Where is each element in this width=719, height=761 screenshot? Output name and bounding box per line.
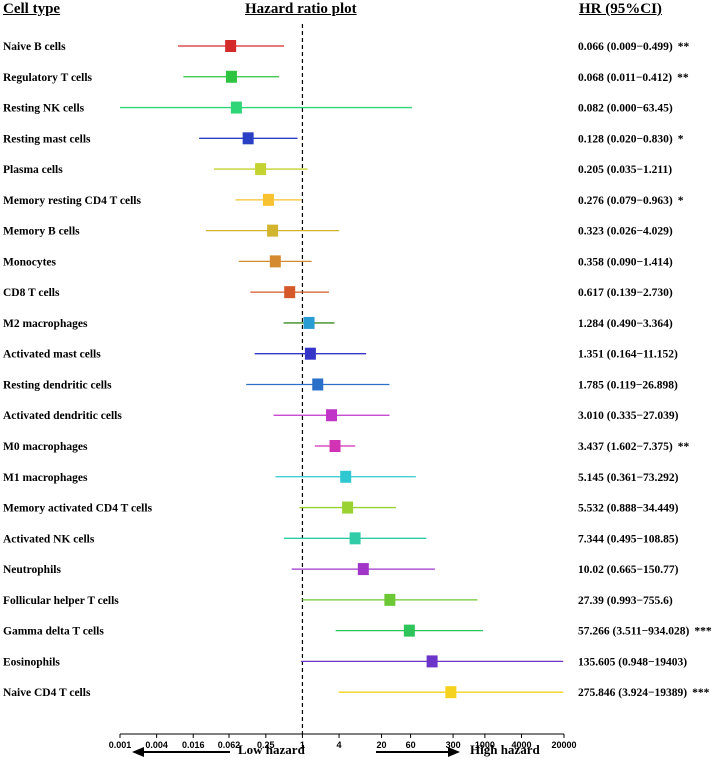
hr-marker — [326, 409, 338, 422]
row-label: Resting dendritic cells — [3, 379, 112, 391]
row-label: Eosinophils — [3, 656, 60, 668]
x-tick-label: 0.062 — [218, 740, 241, 750]
x-tick-label: 4000 — [511, 740, 531, 750]
hr-marker — [329, 440, 341, 453]
x-tick-label: 0.004 — [145, 740, 168, 750]
column-header-hr: HR (95%CI) — [579, 1, 662, 17]
hr-value: 3.437 (1.602−7.375) — [578, 441, 673, 453]
row-label: Regulatory T cells — [3, 72, 93, 84]
hr-marker — [304, 347, 316, 360]
hr-value: 0.128 (0.020−0.830) — [578, 133, 673, 145]
hr-value: 5.145 (0.361−73.292) — [578, 472, 679, 484]
hr-value: 1.351 (0.164−11.152) — [578, 349, 678, 361]
hr-value: 5.532 (0.888−34.449) — [578, 503, 679, 515]
row-label: Naive B cells — [3, 41, 66, 53]
row-label: Activated NK cells — [3, 533, 95, 545]
x-tick-label: 20000 — [551, 740, 576, 750]
x-tick-label: 60 — [406, 740, 416, 750]
row-label: Resting mast cells — [3, 133, 91, 145]
significance-stars: *** — [692, 687, 710, 699]
row-label: M2 macrophages — [3, 318, 88, 330]
x-tick-label: 0.001 — [109, 740, 132, 750]
hr-marker — [230, 101, 242, 114]
row-label: M1 macrophages — [3, 472, 88, 484]
hr-value: 0.068 (0.011−0.412) — [578, 72, 672, 84]
hr-marker — [255, 163, 267, 176]
low-hazard-label: Low hazard — [238, 742, 305, 757]
hr-marker — [384, 593, 396, 606]
hr-value: 0.617 (0.139−2.730) — [578, 287, 673, 299]
row-label: Resting NK cells — [3, 103, 85, 115]
hr-marker — [403, 624, 415, 637]
column-header-cell-type: Cell type — [3, 1, 61, 17]
hr-marker — [269, 255, 281, 268]
row-label: Follicular helper T cells — [3, 595, 119, 607]
hr-marker — [262, 193, 274, 206]
column-header-plot-title: Hazard ratio plot — [245, 1, 357, 17]
significance-stars: ** — [678, 41, 690, 53]
x-tick-label: 0.25 — [257, 740, 275, 750]
row-label: Naive CD4 T cells — [3, 687, 91, 699]
high-hazard-label: High hazard — [470, 742, 540, 757]
hr-value: 0.358 (0.090−1.414) — [578, 256, 673, 268]
hr-value: 57.266 (3.511−934.028) — [578, 626, 689, 638]
row-label: Memory resting CD4 T cells — [3, 195, 142, 207]
significance-stars: ** — [678, 441, 690, 453]
hr-marker — [349, 532, 361, 545]
hr-value: 1.785 (0.119−26.898) — [578, 379, 678, 391]
x-tick-label: 1 — [300, 740, 305, 750]
significance-stars: * — [678, 195, 684, 207]
hr-marker — [225, 70, 237, 83]
hr-marker — [426, 655, 438, 668]
hr-marker — [312, 378, 324, 391]
x-tick-label: 1000 — [475, 740, 495, 750]
hr-marker — [284, 286, 296, 299]
hr-value: 1.284 (0.490−3.364) — [578, 318, 673, 330]
x-tick-label: 0.016 — [182, 740, 205, 750]
x-tick-label: 4 — [337, 740, 342, 750]
hr-marker — [225, 40, 237, 52]
hr-marker — [357, 563, 369, 576]
hr-value: 135.605 (0.948−19403) — [578, 656, 687, 668]
hr-value: 27.39 (0.993−755.6) — [578, 595, 673, 607]
significance-stars: ** — [677, 72, 689, 84]
hr-value: 10.02 (0.665−150.77) — [578, 564, 679, 576]
hr-value: 7.344 (0.495−108.85) — [578, 533, 679, 545]
x-tick-label: 20 — [377, 740, 387, 750]
hr-value: 0.323 (0.026−4.029) — [578, 226, 673, 238]
row-label: Plasma cells — [3, 164, 63, 176]
hr-marker — [342, 501, 354, 514]
row-label: Memory activated CD4 T cells — [3, 503, 153, 515]
row-label: M0 macrophages — [3, 441, 88, 453]
row-label: Memory B cells — [3, 226, 80, 238]
hr-value: 275.846 (3.924−19389) — [578, 687, 687, 699]
significance-stars: * — [678, 133, 684, 145]
hr-value: 0.205 (0.035−1.211) — [578, 164, 672, 176]
hr-marker — [303, 316, 315, 329]
hr-marker — [242, 132, 254, 145]
hr-value: 0.066 (0.009−0.499) — [578, 41, 673, 53]
x-tick-label: 300 — [446, 740, 461, 750]
row-label: Neutrophils — [3, 564, 61, 576]
row-label: Activated dendritic cells — [3, 410, 122, 422]
row-label: Monocytes — [3, 256, 57, 268]
row-label: Gamma delta T cells — [3, 626, 104, 638]
row-label: Activated mast cells — [3, 349, 101, 361]
hr-marker — [340, 470, 352, 483]
hr-marker — [267, 224, 279, 237]
hr-value: 0.082 (0.000−63.45) — [578, 103, 673, 115]
significance-stars: *** — [694, 626, 712, 638]
hr-marker — [445, 686, 457, 699]
hr-value: 0.276 (0.079−0.963) — [578, 195, 673, 207]
row-label: CD8 T cells — [3, 287, 60, 299]
hr-value: 3.010 (0.335−27.039) — [578, 410, 679, 422]
